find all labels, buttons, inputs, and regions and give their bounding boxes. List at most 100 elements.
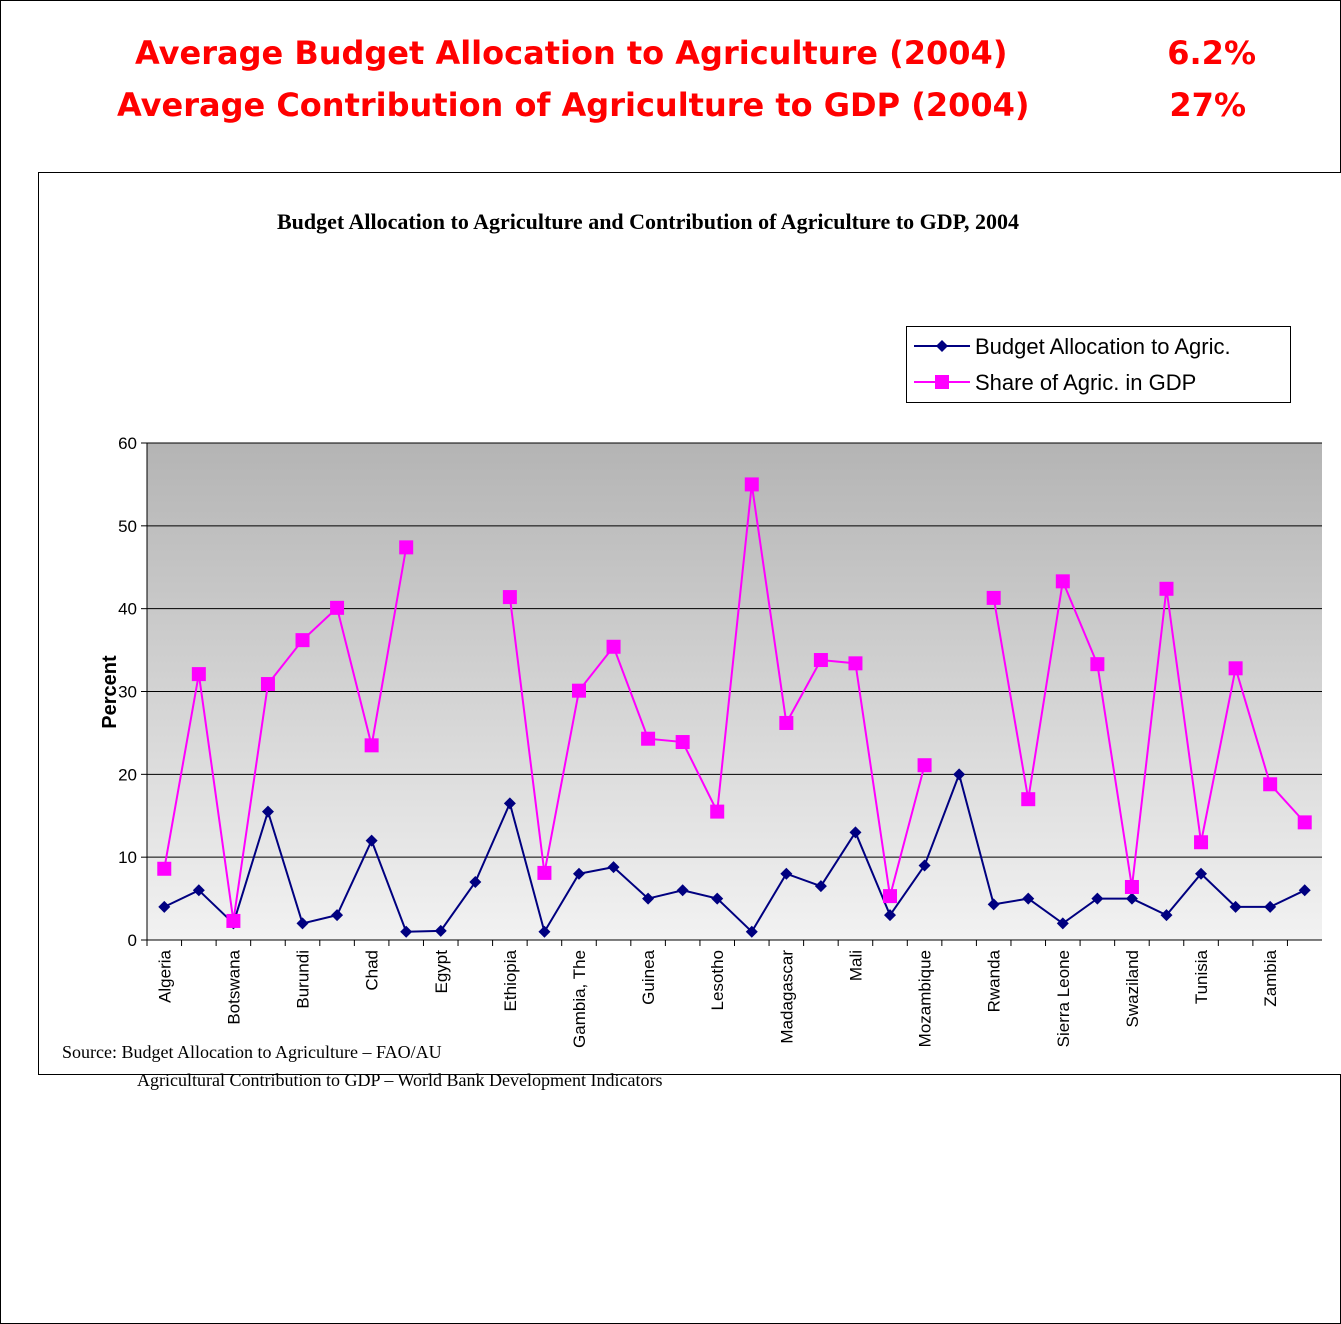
x-tick-label: Chad (363, 950, 382, 991)
marker (1263, 777, 1278, 792)
marker (848, 656, 863, 671)
series-line (163, 771, 1306, 935)
marker (330, 600, 345, 615)
marker (158, 900, 171, 913)
x-tick-label: Sierra Leone (1054, 950, 1073, 1047)
marker (1195, 867, 1208, 880)
x-tick-label: Rwanda (985, 949, 1004, 1012)
legend-label: Budget Allocation to Agric. (975, 334, 1231, 359)
marker (261, 805, 274, 818)
y-tick-label: 30 (118, 683, 137, 702)
header-text: Average Contribution of Agriculture to G… (117, 86, 1030, 124)
marker (849, 826, 862, 839)
marker (1091, 892, 1104, 905)
marker (780, 867, 793, 880)
marker (987, 898, 1000, 911)
marker (192, 884, 205, 897)
y-tick-label: 40 (118, 600, 137, 619)
marker (331, 909, 344, 922)
marker (883, 889, 898, 904)
marker (1021, 792, 1036, 807)
marker (434, 924, 447, 937)
marker (1055, 574, 1070, 589)
marker (711, 892, 724, 905)
marker (1264, 900, 1277, 913)
x-tick-label: Madagascar (777, 950, 796, 1044)
x-tick-label: Botswana (224, 949, 243, 1024)
x-tick-label: Mozambique (916, 950, 935, 1047)
marker (917, 758, 932, 773)
marker (260, 677, 275, 692)
marker (953, 768, 966, 781)
y-tick-label: 60 (118, 434, 137, 453)
marker (607, 861, 620, 874)
marker (1297, 815, 1312, 830)
header-text: Average Budget Allocation to Agriculture… (135, 34, 1007, 72)
marker (675, 735, 690, 750)
x-tick-label: Tunisia (1192, 949, 1211, 1004)
x-tick-label: Guinea (639, 949, 658, 1004)
source-text: Source: Budget Allocation to Agriculture… (62, 1042, 442, 1062)
marker (936, 340, 948, 352)
marker (364, 738, 379, 753)
marker (606, 639, 621, 654)
marker (295, 633, 310, 648)
marker (296, 917, 309, 930)
marker (1194, 835, 1209, 850)
x-tick-label: Gambia, The (570, 950, 589, 1048)
marker (157, 861, 172, 876)
y-tick-label: 20 (118, 765, 137, 784)
marker (745, 925, 758, 938)
marker (642, 892, 655, 905)
x-tick-label: Lesotho (708, 950, 727, 1011)
marker (191, 667, 206, 682)
header-value: 6.2% (1167, 34, 1256, 72)
marker (814, 880, 827, 893)
marker (400, 925, 413, 938)
marker (399, 540, 414, 555)
x-tick-label: Swaziland (1123, 950, 1142, 1028)
x-tick-label: Algeria (155, 949, 174, 1002)
marker (226, 913, 241, 928)
marker (1022, 892, 1035, 905)
marker (572, 867, 585, 880)
marker (813, 653, 828, 668)
marker (884, 909, 897, 922)
source-text: Agricultural Contribution to GDP – World… (137, 1070, 662, 1090)
marker (1160, 909, 1173, 922)
marker (1090, 657, 1105, 672)
chart-title: Budget Allocation to Agriculture and Con… (277, 209, 1019, 234)
marker (744, 477, 759, 492)
marker (1159, 581, 1174, 596)
marker (1229, 900, 1242, 913)
marker (935, 375, 949, 389)
marker (469, 876, 482, 889)
marker (1056, 917, 1069, 930)
marker (502, 590, 517, 605)
marker (1228, 661, 1243, 676)
legend-box (906, 326, 1291, 403)
plot: 0 10 20 30 40 50 60 Algeria Botswana Burundi Chad E… (118, 326, 1322, 1048)
marker (538, 925, 551, 938)
y-tick-label: 50 (118, 517, 137, 536)
x-tick-label: Ethiopia (501, 949, 520, 1011)
y-tick-label: 10 (118, 848, 137, 867)
marker (918, 859, 931, 872)
marker (779, 715, 794, 730)
y-axis-label: Percent (99, 655, 121, 729)
marker (1124, 879, 1139, 894)
marker (537, 865, 552, 880)
x-tick-label: Zambia (1261, 949, 1280, 1006)
marker (986, 590, 1001, 605)
marker (365, 834, 378, 847)
x-tick-label: Egypt (432, 950, 451, 994)
marker (503, 797, 516, 810)
marker (676, 884, 689, 897)
marker (710, 804, 725, 819)
marker (571, 683, 586, 698)
y-tick-label: 0 (128, 931, 137, 950)
marker (1125, 892, 1138, 905)
header-value: 27% (1169, 86, 1246, 124)
